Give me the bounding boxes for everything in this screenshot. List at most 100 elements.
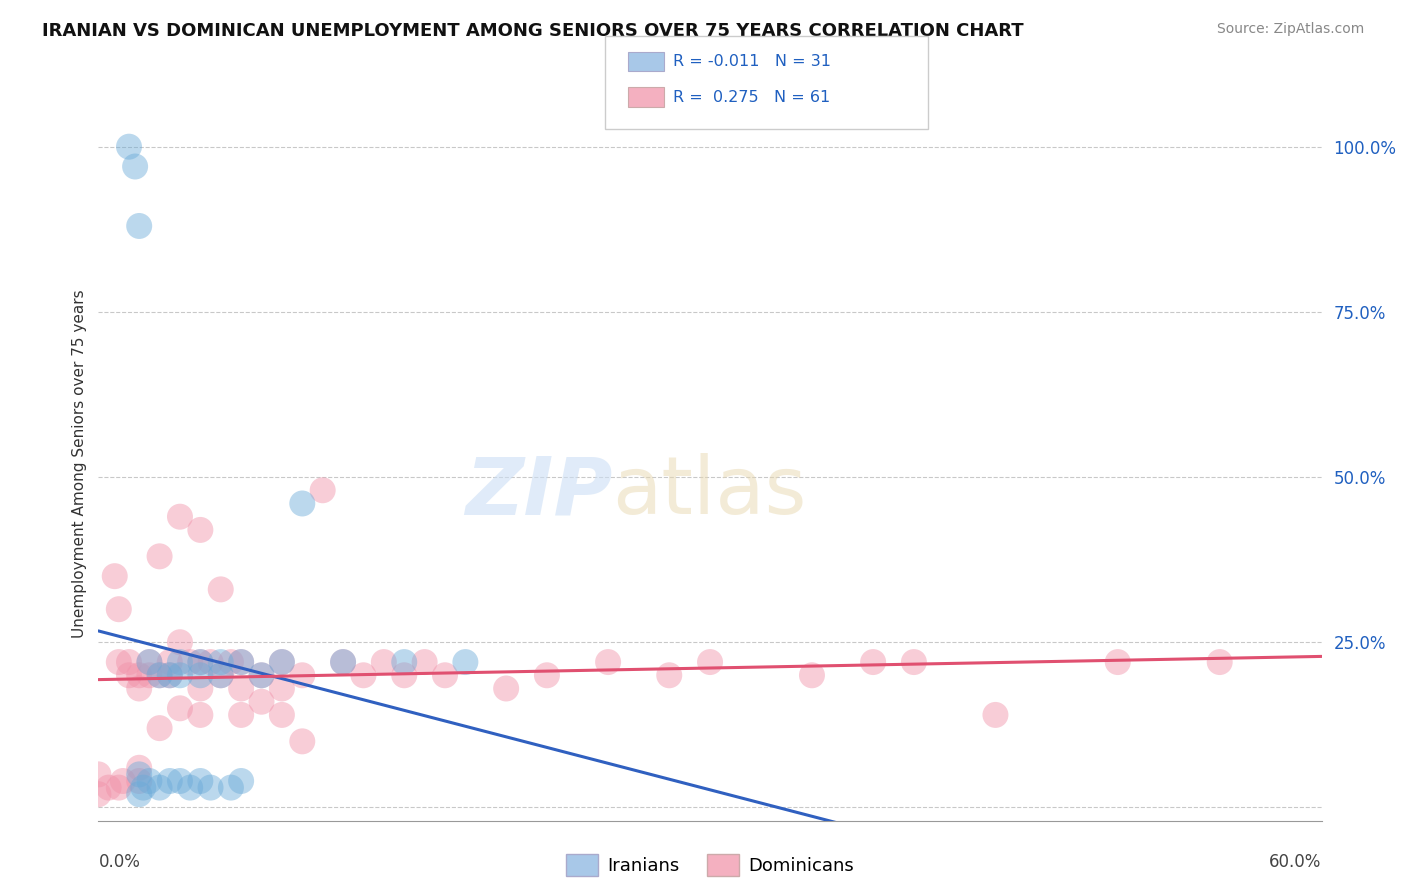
- Point: [169, 655, 191, 669]
- Point: [149, 549, 172, 564]
- Point: [392, 655, 416, 669]
- Point: [169, 635, 191, 649]
- Point: [1107, 655, 1129, 669]
- Point: [159, 774, 181, 789]
- Point: [128, 219, 150, 233]
- Text: R = -0.011   N = 31: R = -0.011 N = 31: [673, 54, 831, 69]
- Point: [132, 780, 155, 795]
- Point: [219, 655, 242, 669]
- Point: [699, 655, 721, 669]
- Point: [200, 780, 222, 795]
- Point: [138, 655, 160, 669]
- Point: [495, 681, 517, 696]
- Point: [188, 668, 212, 682]
- Point: [1209, 655, 1232, 669]
- Point: [87, 767, 110, 781]
- Point: [188, 774, 212, 789]
- Point: [454, 655, 477, 669]
- Text: 60.0%: 60.0%: [1270, 853, 1322, 871]
- Point: [219, 780, 242, 795]
- Point: [128, 767, 150, 781]
- Point: [270, 707, 294, 722]
- Point: [392, 668, 416, 682]
- Point: [209, 668, 232, 682]
- Point: [159, 668, 181, 682]
- Point: [200, 655, 222, 669]
- Y-axis label: Unemployment Among Seniors over 75 years: Unemployment Among Seniors over 75 years: [72, 290, 87, 638]
- Point: [128, 787, 150, 801]
- Point: [108, 602, 131, 616]
- Point: [104, 569, 127, 583]
- Point: [149, 780, 172, 795]
- Point: [188, 655, 212, 669]
- Point: [128, 774, 150, 789]
- Point: [209, 582, 232, 597]
- Point: [598, 655, 620, 669]
- Point: [270, 655, 294, 669]
- Point: [312, 483, 335, 498]
- Point: [97, 780, 120, 795]
- Point: [169, 509, 191, 524]
- Point: [128, 761, 150, 775]
- Point: [434, 668, 457, 682]
- Point: [118, 668, 141, 682]
- Point: [332, 655, 354, 669]
- Point: [231, 774, 253, 789]
- Point: [231, 707, 253, 722]
- Point: [108, 780, 131, 795]
- Point: [159, 655, 181, 669]
- Point: [250, 668, 273, 682]
- Point: [169, 774, 191, 789]
- Point: [188, 523, 212, 537]
- Point: [138, 774, 160, 789]
- Point: [291, 734, 314, 748]
- Point: [169, 668, 191, 682]
- Point: [138, 668, 160, 682]
- Point: [149, 668, 172, 682]
- Point: [159, 668, 181, 682]
- Point: [291, 668, 314, 682]
- Point: [373, 655, 395, 669]
- Legend: Iranians, Dominicans: Iranians, Dominicans: [558, 847, 862, 883]
- Point: [270, 655, 294, 669]
- Text: 0.0%: 0.0%: [98, 853, 141, 871]
- Point: [128, 668, 150, 682]
- Point: [270, 681, 294, 696]
- Point: [231, 681, 253, 696]
- Point: [801, 668, 824, 682]
- Text: atlas: atlas: [612, 453, 807, 532]
- Point: [250, 695, 273, 709]
- Point: [118, 139, 141, 153]
- Point: [209, 668, 232, 682]
- Text: Source: ZipAtlas.com: Source: ZipAtlas.com: [1216, 22, 1364, 37]
- Point: [108, 655, 131, 669]
- Point: [138, 655, 160, 669]
- Point: [658, 668, 681, 682]
- Text: ZIP: ZIP: [465, 453, 612, 532]
- Point: [118, 655, 141, 669]
- Point: [209, 655, 232, 669]
- Point: [149, 721, 172, 735]
- Point: [231, 655, 253, 669]
- Point: [291, 496, 314, 510]
- Point: [87, 787, 110, 801]
- Point: [188, 655, 212, 669]
- Point: [862, 655, 884, 669]
- Point: [128, 681, 150, 696]
- Point: [231, 655, 253, 669]
- Point: [536, 668, 558, 682]
- Point: [169, 701, 191, 715]
- Point: [250, 668, 273, 682]
- Point: [179, 780, 201, 795]
- Point: [352, 668, 374, 682]
- Point: [124, 160, 146, 174]
- Point: [179, 655, 201, 669]
- Text: IRANIAN VS DOMINICAN UNEMPLOYMENT AMONG SENIORS OVER 75 YEARS CORRELATION CHART: IRANIAN VS DOMINICAN UNEMPLOYMENT AMONG …: [42, 22, 1024, 40]
- Point: [413, 655, 436, 669]
- Text: R =  0.275   N = 61: R = 0.275 N = 61: [673, 90, 831, 104]
- Point: [188, 707, 212, 722]
- Point: [903, 655, 925, 669]
- Point: [332, 655, 354, 669]
- Point: [984, 707, 1007, 722]
- Point: [149, 668, 172, 682]
